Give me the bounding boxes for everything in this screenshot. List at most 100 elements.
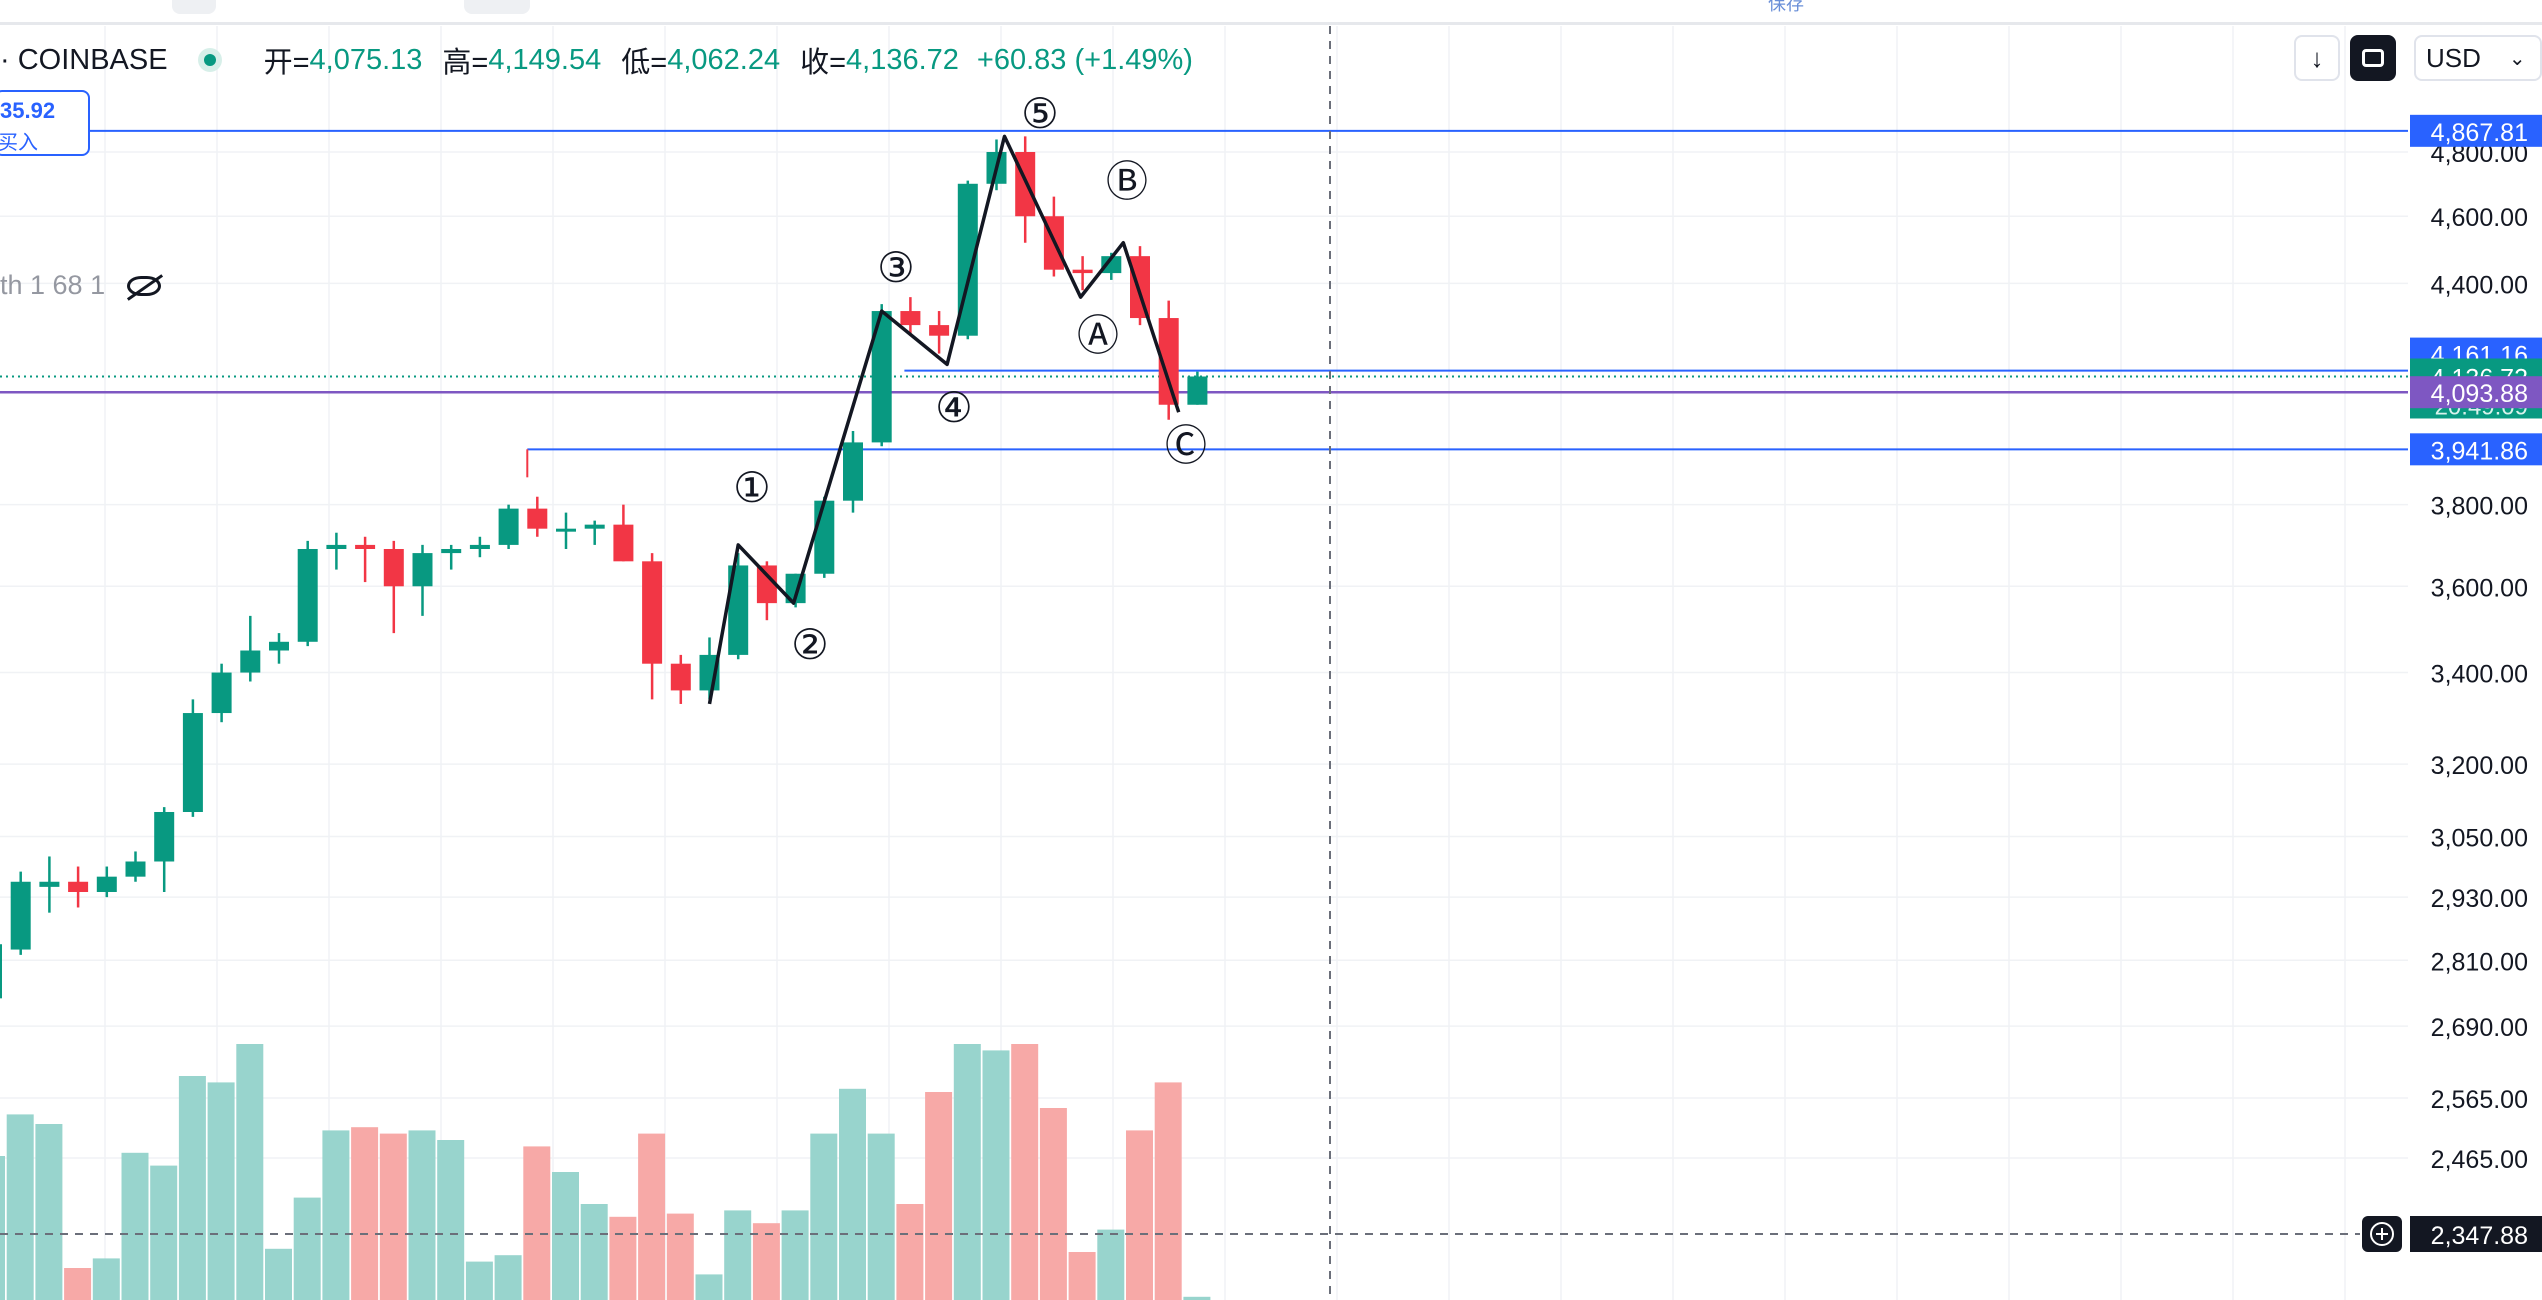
candle-body <box>613 524 634 562</box>
volume-bar <box>638 1133 666 1300</box>
candle-body <box>182 713 203 812</box>
wave-label: Ⓐ <box>1077 312 1119 359</box>
volume-bar <box>867 1133 895 1300</box>
price-axis: 4,800.004,600.004,400.003,800.003,600.00… <box>2362 114 2542 1252</box>
price-tick-label: 3,600.00 <box>2431 574 2528 602</box>
crosshair-price-tag <box>2410 1216 2542 1252</box>
candle-body <box>814 500 835 574</box>
price-tick-label: 4,400.00 <box>2431 271 2528 299</box>
volume-bar <box>523 1146 551 1300</box>
volume-bar <box>1039 1108 1067 1300</box>
price-tick-label: 2,930.00 <box>2431 885 2528 913</box>
toolbar-tab-ghost[interactable] <box>172 0 216 14</box>
fit-screen-button[interactable] <box>2350 35 2396 81</box>
scroll-to-latest-button[interactable]: ↓ <box>2294 35 2340 81</box>
arrow-down-icon: ↓ <box>2310 42 2324 73</box>
candle-body <box>383 548 404 587</box>
volume-bar <box>35 1124 63 1300</box>
volume-bar <box>465 1261 493 1300</box>
volume-bar <box>781 1210 809 1300</box>
volume-bar <box>925 1092 953 1300</box>
wave-label: Ⓒ <box>1165 422 1207 469</box>
candle-body <box>756 565 777 604</box>
volume-bar <box>1183 1296 1211 1300</box>
price-tag <box>2410 114 2542 147</box>
volume-bar <box>207 1082 235 1300</box>
candle-body <box>412 553 433 587</box>
open-value: 4,075.13 <box>309 43 423 76</box>
price-tag <box>2410 376 2542 409</box>
volume-bar <box>1097 1229 1125 1300</box>
chevron-down-icon: ⌄ <box>2508 47 2526 70</box>
save-link[interactable]: 保存 <box>1768 0 1804 14</box>
candle-body <box>96 876 117 892</box>
change-value: +60.83 (+1.49%) <box>976 43 1193 76</box>
candle-body <box>670 663 691 691</box>
chart-grid <box>0 26 2408 1300</box>
candle-body <box>269 641 289 651</box>
candle-body <box>584 524 605 529</box>
candle-body <box>1187 376 1208 405</box>
top-toolbar-strip: 保存 <box>0 0 2542 25</box>
candle-body <box>469 544 490 549</box>
volume-bar <box>953 1044 981 1300</box>
candle-body <box>498 508 519 545</box>
elliott-wave-drawing: ① ② ③ ④ ⑤ Ⓐ Ⓑ Ⓒ <box>707 90 1207 705</box>
price-tick-label: 2,810.00 <box>2431 948 2528 976</box>
candle-body <box>642 561 663 664</box>
open-label: 开= <box>263 47 310 79</box>
volume-bar <box>552 1172 579 1300</box>
volume-bar <box>896 1204 924 1300</box>
volume-bar <box>265 1248 292 1300</box>
wave-label: ④ <box>935 384 973 431</box>
price-tag-label: 3,941.86 <box>2431 437 2528 465</box>
volume-bar <box>64 1268 92 1300</box>
symbol-label[interactable]: · COINBASE <box>0 43 168 76</box>
candle-body <box>900 311 921 326</box>
volume-bar <box>666 1213 694 1300</box>
currency-select[interactable]: USD ⌄ <box>2414 35 2542 81</box>
candle-body <box>0 944 2 999</box>
volume-bar <box>695 1274 723 1300</box>
position-price: 35.92 <box>0 98 56 123</box>
high-value: 4,149.54 <box>488 43 602 76</box>
candle-body <box>125 861 146 877</box>
crosshair-price-label: 2,347.88 <box>2431 1222 2528 1250</box>
volume-bar <box>178 1076 206 1300</box>
candle-body <box>1101 256 1122 274</box>
wave-label: ⑤ <box>1021 90 1059 137</box>
volume-bar <box>121 1152 149 1300</box>
wave-label: ① <box>733 464 771 511</box>
indicator-name: th 1 68 1 <box>0 270 106 300</box>
candle-body <box>39 881 60 887</box>
volume-bar <box>494 1255 522 1300</box>
volume-bar <box>6 1114 34 1300</box>
candle-body <box>355 544 376 549</box>
wave-label: Ⓑ <box>1106 158 1148 205</box>
candle-body <box>154 811 175 862</box>
candle-body <box>68 881 89 892</box>
position-tag[interactable]: 35.92 买入 <box>0 90 90 156</box>
market-status-dot <box>203 54 216 66</box>
volume-bar <box>351 1127 379 1300</box>
volume-bar <box>322 1130 350 1300</box>
toolbar-tab-ghost[interactable] <box>464 0 530 14</box>
position-side: 买入 <box>0 132 38 154</box>
candle-body <box>843 442 863 501</box>
candles <box>0 136 1208 999</box>
volume-bar <box>752 1223 780 1300</box>
volume-bar <box>92 1258 120 1300</box>
plus-icon <box>2370 1222 2394 1246</box>
indicator-legend[interactable]: th 1 68 1 <box>0 270 162 301</box>
candle-body <box>728 565 749 655</box>
candle-body <box>297 548 318 642</box>
eye-hidden-icon[interactable] <box>127 275 162 296</box>
low-value: 4,062.24 <box>667 43 781 76</box>
close-value: 4,136.72 <box>846 43 959 76</box>
wave-label: ③ <box>877 244 915 291</box>
price-tag-label: 4,093.88 <box>2431 380 2528 408</box>
high-label: 高= <box>442 47 489 79</box>
volume-bar <box>810 1133 838 1300</box>
volume-bar <box>1154 1082 1182 1300</box>
